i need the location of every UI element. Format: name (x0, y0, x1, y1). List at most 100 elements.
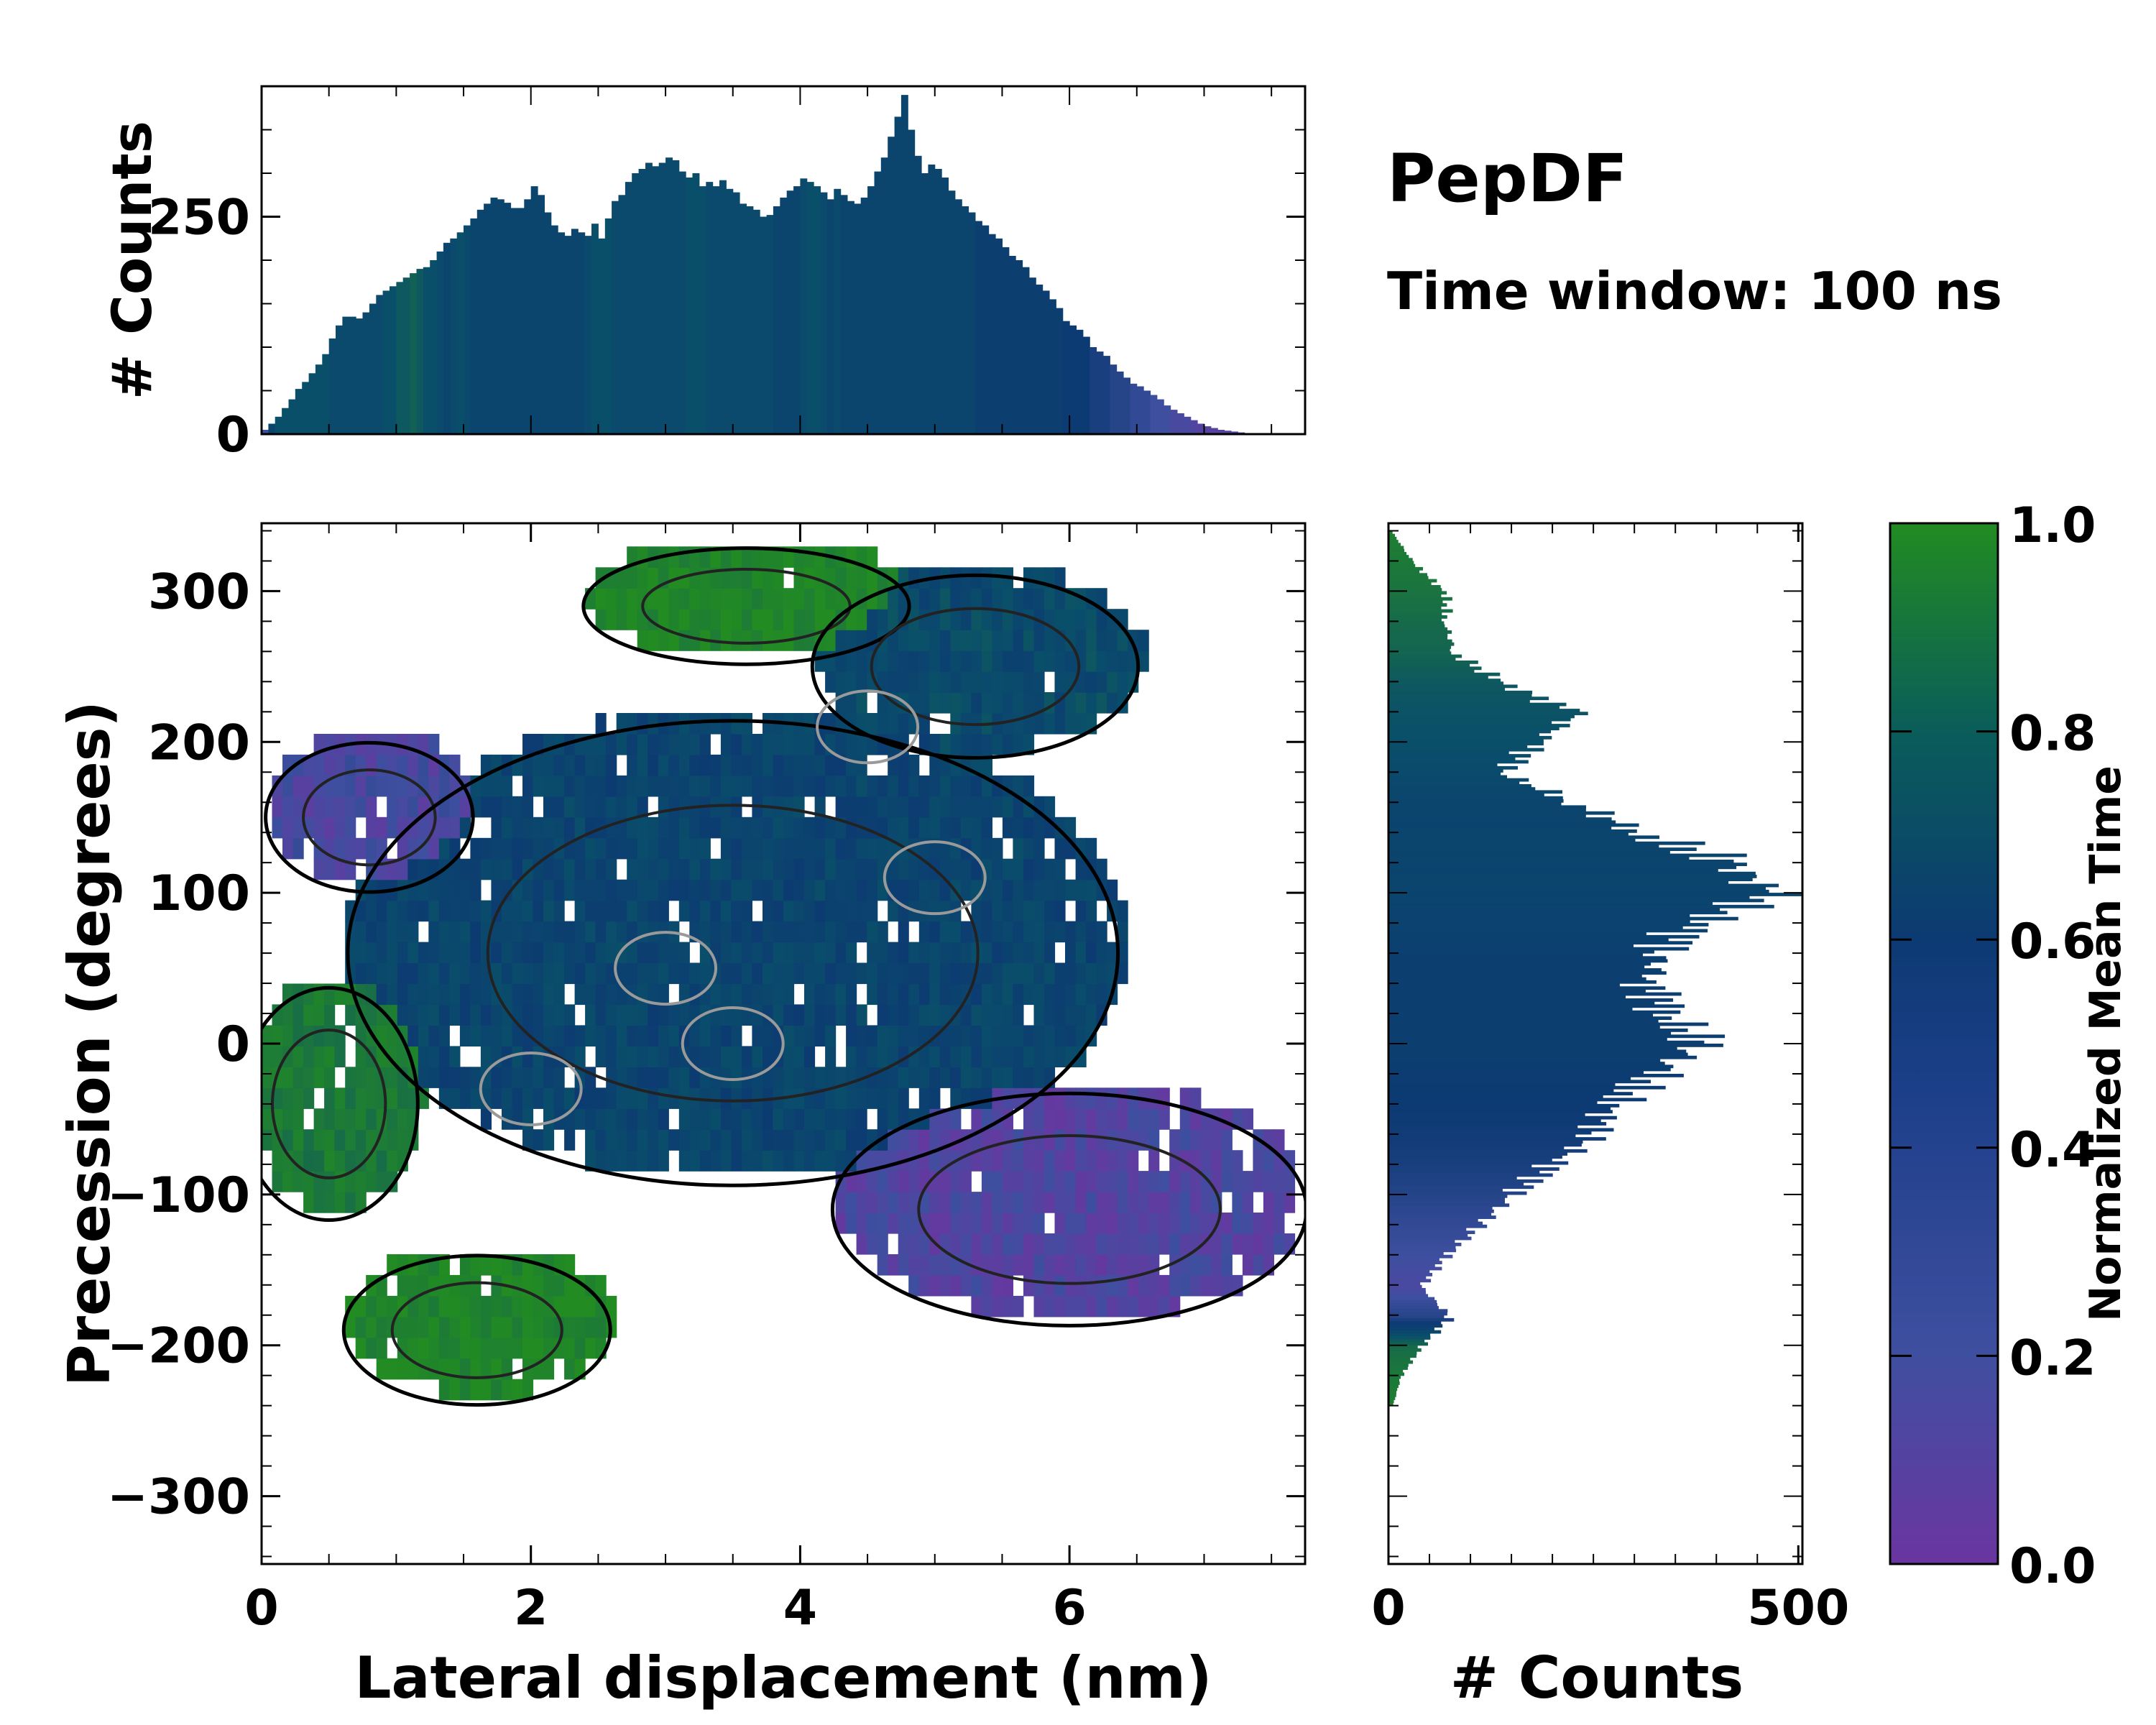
heatmap-cell (731, 588, 742, 610)
heatmap-cell (1065, 1192, 1077, 1213)
heatmap-cell (835, 1108, 847, 1130)
heatmap-cell (303, 983, 315, 1006)
heatmap-cell (689, 1025, 701, 1046)
heatmap-cell (648, 734, 659, 755)
heatmap-cell (710, 983, 722, 1006)
heatmap-cell (1086, 1129, 1097, 1151)
heatmap-cell (553, 879, 565, 901)
heatmap-cell (710, 546, 722, 568)
heatmap-cell (1075, 713, 1087, 735)
heatmap-cell (366, 1129, 377, 1151)
heatmap-cell (689, 816, 701, 839)
density-contour-peak (816, 689, 920, 765)
right-histogram-bar (1388, 666, 1482, 671)
heatmap-cell (502, 900, 513, 922)
heatmap-cell (1023, 588, 1035, 610)
heatmap-cell (971, 1295, 982, 1317)
heatmap-cell (804, 609, 816, 630)
heatmap-cell (262, 1046, 273, 1067)
heatmap-cell (971, 816, 982, 839)
heatmap-cell (1086, 650, 1097, 672)
heatmap-cell (1232, 1171, 1243, 1192)
heatmap-cell (1065, 816, 1077, 839)
heatmap-cell (752, 1025, 763, 1046)
heatmap-cell (648, 1129, 659, 1151)
heatmap-cell (731, 837, 742, 860)
heatmap-cell (480, 983, 492, 1006)
heatmap-cell (1002, 650, 1013, 672)
heatmap-cell (543, 1004, 555, 1026)
heatmap-cell (438, 816, 450, 839)
heatmap-cell (678, 816, 690, 839)
heatmap-cell (1033, 1295, 1045, 1317)
heatmap-cell (459, 1254, 471, 1276)
right-histogram-bar (1388, 1357, 1411, 1361)
heatmap-cell (480, 775, 492, 797)
heatmap-cell (814, 567, 826, 589)
right-histogram-bar (1388, 989, 1646, 993)
heatmap-cell (1013, 650, 1024, 672)
top-histogram-bar (484, 203, 491, 434)
heatmap-cell (992, 630, 1003, 651)
heatmap-cell (292, 1004, 304, 1026)
heatmap-cell (1263, 1213, 1274, 1234)
right-histogram-bar (1388, 974, 1642, 978)
heatmap-cell (606, 816, 617, 839)
top-histogram-bar (1110, 364, 1118, 434)
heatmap-cell (1138, 1295, 1149, 1317)
heatmap-cell (929, 816, 941, 839)
heatmap-cell (898, 1213, 909, 1234)
heatmap-cell (292, 796, 304, 818)
heatmap-cell (574, 734, 586, 755)
heatmap-cell (366, 1108, 377, 1130)
heatmap-cell (763, 630, 774, 651)
heatmap-cell (303, 1171, 315, 1192)
right-histogram-bar (1388, 919, 1690, 924)
heatmap-cell (1086, 1150, 1097, 1172)
heatmap-cell (438, 1025, 450, 1046)
right-histogram-bar (1388, 908, 1720, 911)
heatmap-cell (1002, 1274, 1013, 1297)
heatmap-cell (637, 1004, 648, 1026)
heatmap-cell (950, 692, 962, 714)
figure-title: PepDF (1387, 140, 1628, 217)
heatmap-cell (1013, 1171, 1024, 1192)
right-histogram-bar (1388, 796, 1563, 800)
right-histogram-bar (1388, 1218, 1478, 1223)
heatmap-cell (835, 837, 847, 860)
heatmap-cell (731, 630, 742, 651)
heatmap-cell (459, 1004, 471, 1026)
heatmap-cell (585, 921, 596, 943)
top-histogram-bar (282, 408, 289, 434)
heatmap-cell (438, 921, 450, 943)
heatmap-cell (397, 1358, 408, 1380)
heatmap-cell (960, 692, 972, 714)
heatmap-cell (459, 1067, 471, 1088)
heatmap-cell (1023, 1067, 1035, 1088)
heatmap-cell (522, 879, 534, 901)
heatmap-cell (616, 1004, 627, 1026)
heatmap-cell (1284, 1192, 1296, 1213)
heatmap-cell (804, 837, 816, 860)
right-histogram-bar (1388, 1228, 1467, 1231)
heatmap-cell (1117, 900, 1128, 922)
heatmap-cell (1044, 921, 1056, 943)
right-histogram-bar (1388, 1348, 1422, 1352)
heatmap-cell (752, 1087, 763, 1109)
heatmap-cell (574, 879, 586, 901)
heatmap-cell (950, 983, 962, 1006)
heatmap-cell (960, 921, 972, 943)
heatmap-cell (355, 837, 367, 860)
heatmap-cell (950, 1025, 962, 1046)
heatmap-cell (960, 567, 972, 589)
heatmap-cell (960, 796, 972, 818)
heatmap-cell (1054, 1004, 1066, 1026)
heatmap-cell (929, 1171, 941, 1192)
heatmap-cell (355, 942, 367, 964)
right-histogram-bar (1388, 1025, 1660, 1029)
heatmap-cell (512, 921, 523, 943)
heatmap-cell (648, 858, 659, 880)
right-histogram-bar (1388, 717, 1571, 722)
heatmap-cell (480, 1025, 492, 1046)
top-histogram-bar (652, 166, 660, 434)
